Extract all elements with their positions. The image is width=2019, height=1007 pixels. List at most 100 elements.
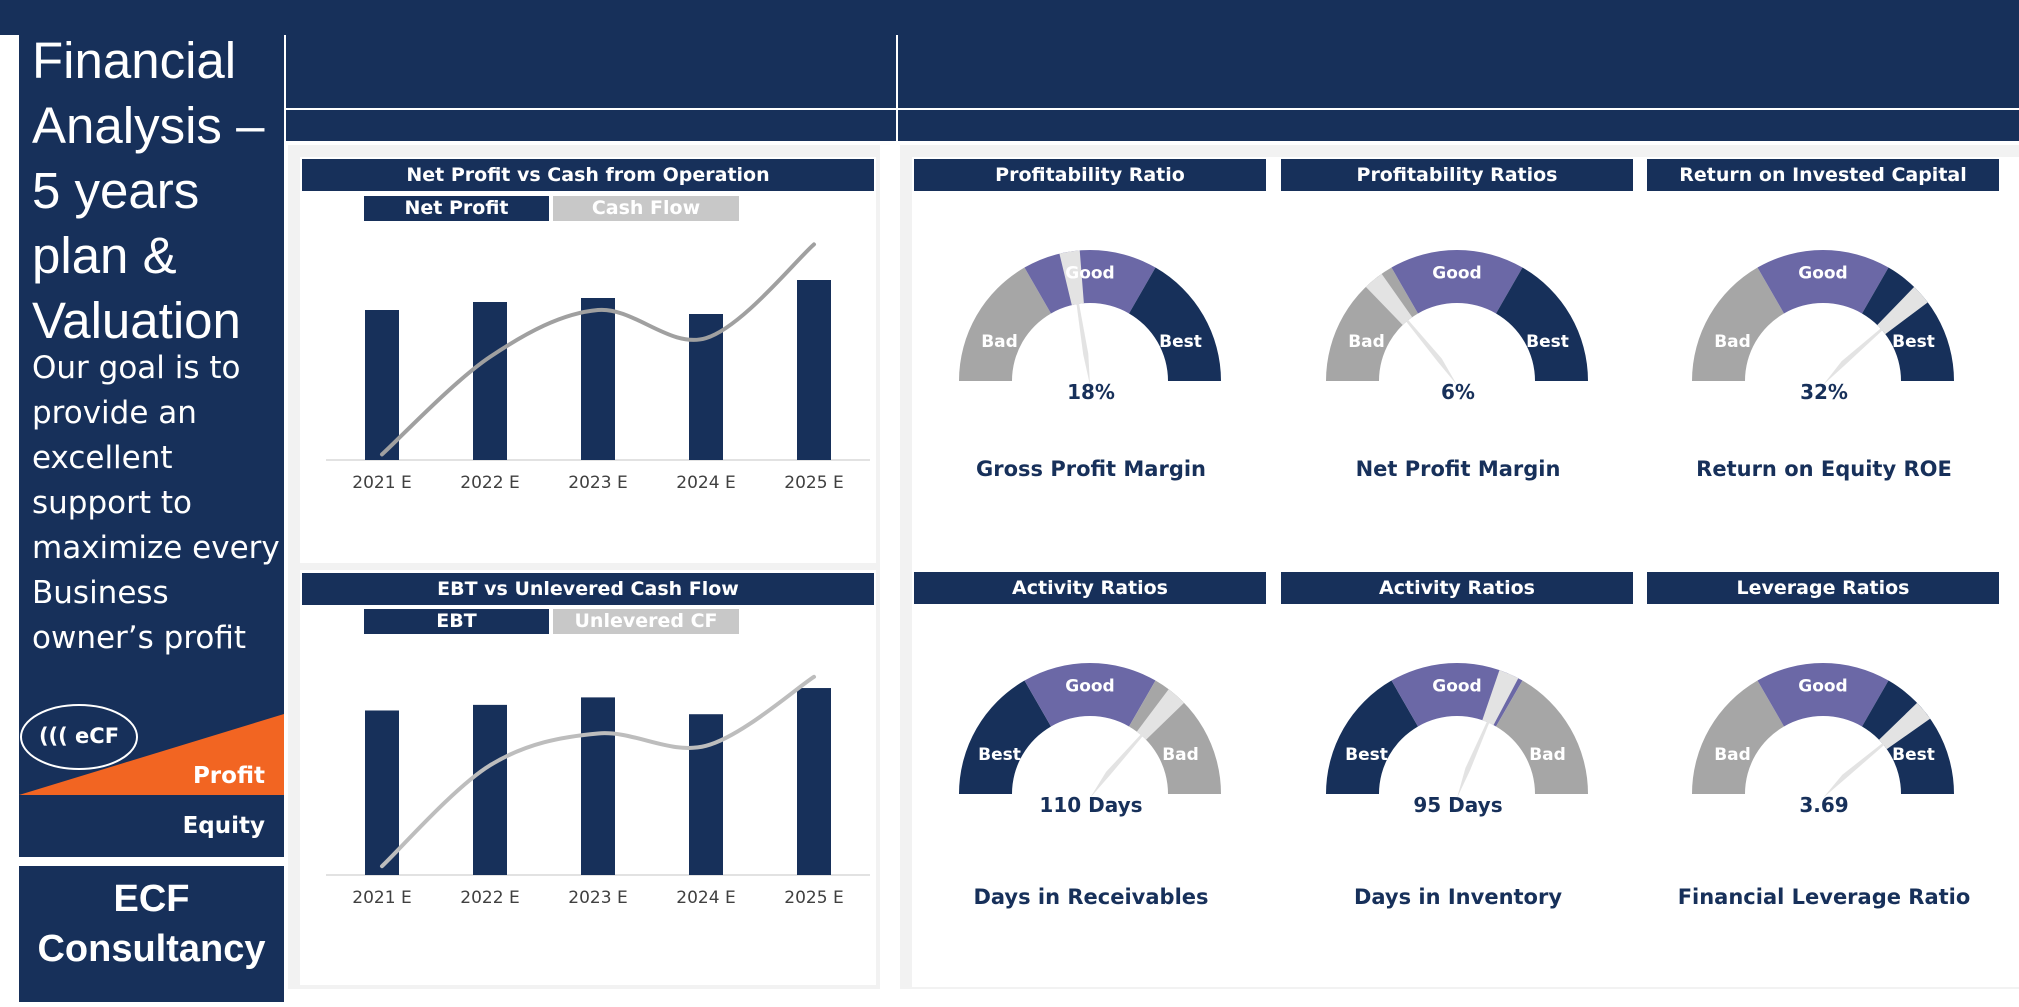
chart2-bar-2025-e (797, 688, 831, 875)
gauge-dial: Bad Good Best (959, 250, 1221, 385)
gauge-title: Profitability Ratios (1281, 159, 1633, 191)
chart2-tick-label: 2021 E (352, 888, 411, 908)
gauge-needle (1069, 253, 1090, 385)
chart2-line-series (380, 674, 816, 869)
equity-label: Equity (182, 813, 265, 839)
gauge-zone-label: Bad (1348, 332, 1385, 352)
gauge-pointer-band (1482, 670, 1519, 726)
gauge-zone-best (1496, 267, 1588, 381)
gauge-value: 95 Days (1413, 793, 1503, 817)
profit-triangle (19, 714, 284, 795)
chart2-bar-2022-e (473, 704, 507, 875)
gauge-zone-good (1024, 250, 1156, 314)
gauge-metric-label: Days in Inventory (1353, 885, 1563, 909)
gauge-metric-label: Days in Receivables (973, 885, 1209, 909)
gauge-zone-bad (1692, 680, 1784, 794)
gauge-card-6: Leverage Ratios Bad Good Best 3.69 Financial … (1647, 572, 2001, 972)
gauge-zone-label: Best (978, 745, 1021, 765)
gauge-zone-good (1391, 250, 1523, 314)
gauge-zone-label: Good (1432, 264, 1481, 284)
gauge-pointer-band (1059, 250, 1084, 306)
gauge-dial: Best Good Bad (959, 663, 1221, 798)
gauge-metric-label: Net Profit Margin (1355, 457, 1561, 481)
gauge-zone-label: Good (1798, 264, 1847, 284)
chart2-tick-label: 2025 E (784, 888, 843, 908)
gauge-zone-label: Bad (1714, 332, 1751, 352)
company-name-line2: Consultancy (37, 928, 266, 970)
chart2-bar-2021-e (365, 710, 399, 875)
gauge-value: 6% (1441, 380, 1475, 404)
gauge-zone-good (1024, 663, 1156, 727)
chart1-legend-line: Cash Flow (553, 196, 739, 221)
gauge-value: 110 Days (1039, 793, 1143, 817)
chart1-plot: 2021 E 2022 E 2023 E 2024 E 2025 E (326, 242, 870, 493)
gauge-needle (1374, 281, 1457, 385)
gauge-dial: Bad Good Best (1692, 250, 1954, 385)
gauge-card-4: Activity Ratios Best Good Bad 110 Days Days i… (914, 572, 1268, 972)
gauge-needle (1823, 295, 1920, 385)
page-title: Financial Analysis – 5 years plan & Valu… (32, 32, 265, 349)
gauge-zone-best (1862, 680, 1954, 794)
chart2-tick-label: 2024 E (676, 888, 735, 908)
gauge-zone-label: Good (1065, 264, 1114, 284)
gauge-zone-bad (1496, 680, 1588, 794)
chart1-legend-bar: Net Profit (364, 196, 549, 221)
header-divider-line (286, 108, 2019, 110)
gauge-zone-best (1326, 680, 1418, 794)
chart1-tick-label: 2021 E (352, 473, 411, 493)
gauge-zone-bad (1692, 267, 1784, 381)
gauge-title: Profitability Ratio (914, 159, 1266, 191)
chart2-bar-2024-e (689, 714, 723, 875)
gauge-zone-bad (1129, 680, 1221, 794)
gauge-value: 3.69 (1799, 793, 1849, 817)
gauge-value: 18% (1067, 380, 1115, 404)
gauge-dial: Best Good Bad (1326, 663, 1588, 798)
header-block-right (898, 35, 2019, 141)
gauge-card-1: Profitability Ratio Bad Good Best 18% Gross P… (914, 159, 1268, 559)
goal-text: Our goal is to provide an excellent supp… (32, 350, 280, 656)
profit-label: Profit (192, 763, 265, 789)
logo-ellipse (20, 704, 138, 770)
gauge-zone-label: Best (1526, 332, 1569, 352)
gauge-zone-label: Bad (981, 332, 1018, 352)
gauge-card-2: Profitability Ratios Bad Good Best 6% Net Pro… (1281, 159, 1635, 559)
chart1-tick-label: 2023 E (568, 473, 627, 493)
top-band (0, 0, 2019, 35)
gauge-zone-bad (959, 267, 1051, 381)
chart1-bar-2023-e (581, 298, 615, 460)
chart1-tick-label: 2024 E (676, 473, 735, 493)
gauge-value: 32% (1800, 380, 1848, 404)
gauge-title: Return on Invested Capital (1647, 159, 1999, 191)
chart1-tick-label: 2022 E (460, 473, 519, 493)
gauge-metric-label: Gross Profit Margin (975, 457, 1207, 481)
gauge-metric-label: Return on Equity ROE (1696, 457, 1952, 481)
chart1-title: Net Profit vs Cash from Operation (302, 159, 874, 191)
gauge-zone-good (1757, 663, 1889, 727)
gauge-zone-good (1757, 250, 1889, 314)
gauge-title: Activity Ratios (1281, 572, 1633, 604)
chart2-tick-label: 2022 E (460, 888, 519, 908)
gauge-card-3: Return on Invested Capital Bad Good Best 32%… (1647, 159, 2001, 559)
chart2-legend-bar: EBT (364, 609, 549, 634)
gauge-zone-best (1129, 267, 1221, 381)
header-divider-vertical (896, 35, 898, 141)
gauge-card-5: Activity Ratios Best Good Bad 95 Days Days in… (1281, 572, 1635, 972)
chart2-title: EBT vs Unlevered Cash Flow (302, 573, 874, 605)
header-block-left (286, 35, 896, 141)
chart2-plot: 2021 E 2022 E 2023 E 2024 E 2025 E (326, 674, 870, 908)
gauge-zone-label: Best (1892, 332, 1935, 352)
chart1-line-series (380, 242, 816, 457)
company-name-line1: ECF (113, 878, 190, 920)
gauge-needle (1823, 711, 1923, 798)
gauge-needle (1457, 675, 1509, 798)
gauge-needle (1090, 697, 1176, 798)
chart2-tick-label: 2023 E (568, 888, 627, 908)
gauge-zone-label: Good (1065, 677, 1114, 697)
chart1-bar-2022-e (473, 302, 507, 460)
gauge-zone-label: Good (1798, 677, 1847, 697)
chart1-bar-2024-e (689, 314, 723, 460)
gauge-metric-label: Financial Leverage Ratio (1677, 885, 1971, 909)
gauge-zone-label: Good (1432, 677, 1481, 697)
logo-text: ((( eCF (38, 724, 120, 748)
gauge-dial: Bad Good Best (1326, 250, 1588, 385)
